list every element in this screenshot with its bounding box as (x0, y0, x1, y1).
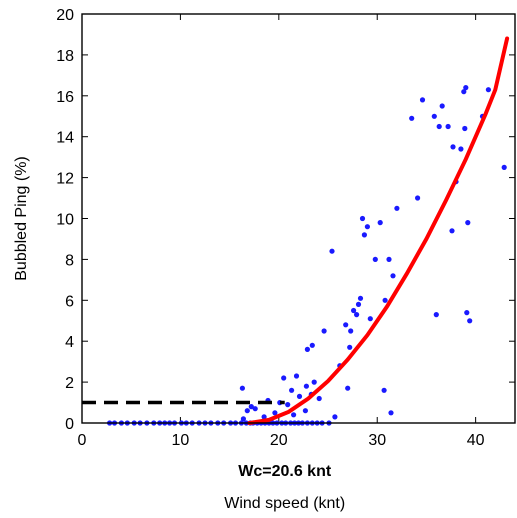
y-tick-label: 4 (65, 334, 74, 351)
data-point (244, 408, 250, 414)
x-tick-label: 20 (270, 432, 288, 449)
data-point (348, 328, 354, 334)
data-point (252, 406, 258, 412)
y-tick-label: 12 (56, 171, 74, 188)
data-point (289, 387, 295, 393)
data-point (501, 164, 507, 170)
x-tick-label: 10 (172, 432, 190, 449)
data-point (386, 256, 392, 262)
data-point (390, 273, 396, 279)
data-point (450, 144, 456, 150)
data-point (467, 318, 473, 324)
data-point (361, 232, 367, 238)
data-point (272, 410, 278, 416)
data-point (415, 195, 421, 201)
data-point (485, 87, 491, 93)
x-tick-label: 0 (78, 432, 87, 449)
data-point (372, 256, 378, 262)
y-tick-label: 14 (56, 130, 74, 147)
data-point (367, 316, 373, 322)
data-point (394, 205, 400, 211)
data-point (436, 123, 442, 130)
data-point (347, 344, 353, 350)
data-point (248, 404, 254, 410)
y-tick-label: 16 (56, 89, 74, 106)
data-point (332, 414, 338, 420)
y-tick-label: 8 (65, 252, 74, 269)
y-axis-title: Bubbled Ping (%) (13, 156, 30, 281)
y-tick-label: 20 (56, 7, 74, 24)
data-point (261, 414, 267, 420)
data-point (343, 322, 349, 328)
y-tick-label: 10 (56, 212, 74, 229)
data-point (351, 307, 357, 314)
data-point (463, 85, 469, 91)
x-tick-label: 30 (368, 432, 386, 449)
data-point (281, 375, 287, 381)
data-point (357, 295, 364, 301)
y-tick-label: 6 (65, 293, 74, 310)
data-point (433, 312, 439, 318)
scatter-points (107, 85, 507, 426)
data-point (291, 412, 297, 418)
data-point (359, 215, 366, 222)
x-axis-ticks: 0 10 20 30 40 (78, 14, 485, 449)
data-point (458, 146, 464, 152)
data-point (240, 416, 246, 422)
y-axis-ticks: 0 2 4 6 8 10 12 14 16 18 20 (56, 7, 515, 433)
y-tick-label: 18 (56, 48, 74, 65)
data-point (381, 387, 387, 393)
fit-curve (247, 36, 510, 425)
data-point (431, 113, 437, 119)
y-tick-label: 2 (65, 375, 74, 392)
data-point (302, 408, 308, 414)
data-point (445, 123, 451, 130)
data-point (464, 310, 470, 316)
x-tick-label: 40 (467, 432, 485, 449)
y-tick-label: 0 (65, 416, 74, 433)
data-point (303, 383, 309, 389)
data-point (461, 89, 467, 95)
data-point (377, 220, 383, 226)
data-point (239, 385, 245, 391)
data-point (321, 328, 327, 334)
plot-frame (81, 13, 516, 424)
data-point (382, 297, 388, 303)
critical-wind-annotation: Wc=20.6 knt (238, 463, 332, 480)
data-point (439, 103, 445, 109)
data-point (419, 97, 426, 103)
data-point (309, 342, 315, 348)
data-point (345, 385, 351, 391)
data-point (388, 410, 394, 416)
data-point (354, 312, 360, 318)
data-point (465, 220, 471, 226)
data-point (293, 373, 300, 379)
data-point (329, 248, 335, 254)
data-point (462, 125, 468, 132)
data-point (296, 393, 303, 399)
data-point (364, 224, 370, 230)
data-point (355, 301, 362, 307)
data-point (409, 115, 415, 121)
data-point (285, 402, 291, 408)
data-point (304, 346, 310, 352)
data-point (311, 379, 317, 385)
data-point (449, 228, 455, 234)
x-axis-title: Wind speed (knt) (224, 495, 345, 512)
data-point (316, 395, 322, 402)
